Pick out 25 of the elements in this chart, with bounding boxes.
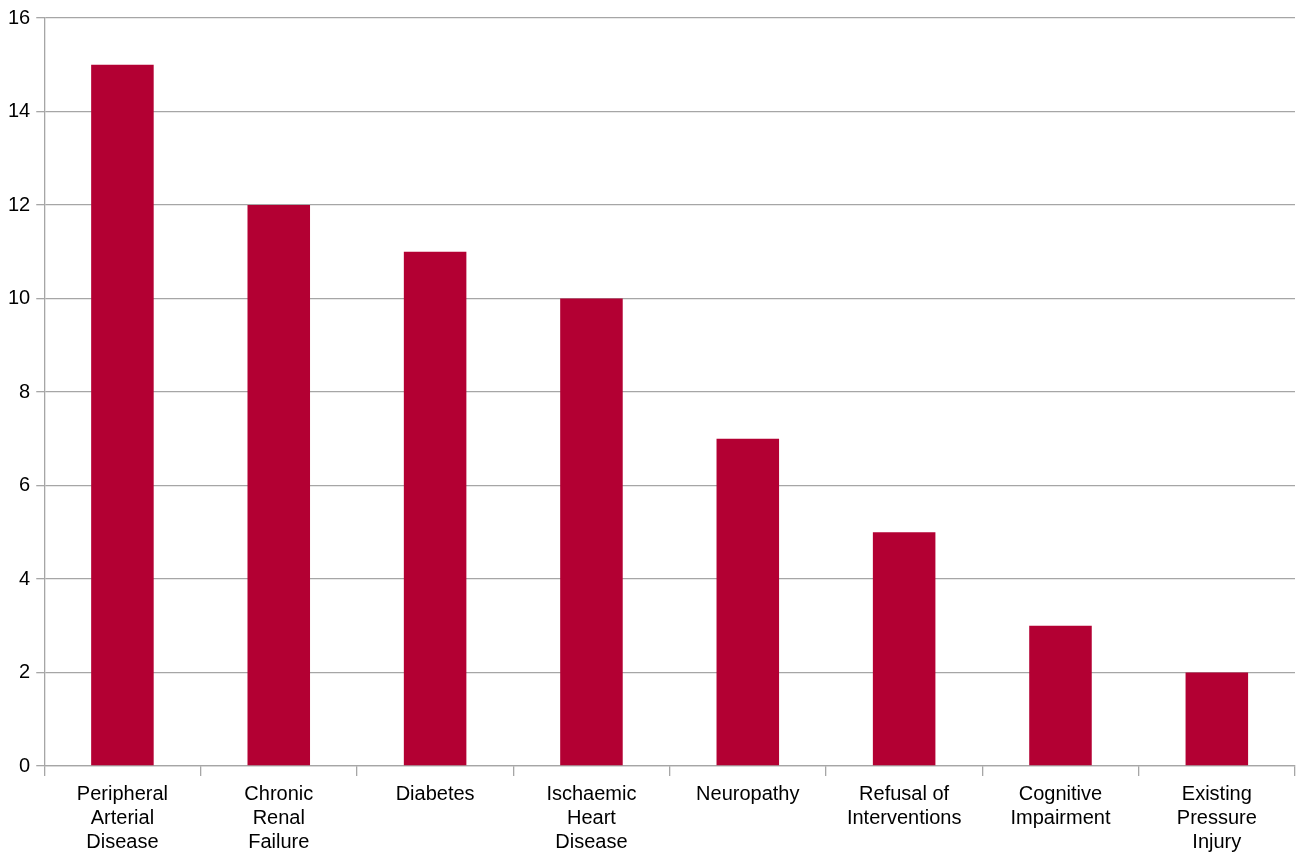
bar — [560, 298, 623, 766]
x-tick-label: Diabetes — [395, 781, 475, 804]
bar — [872, 532, 936, 766]
bar — [247, 205, 311, 766]
bar — [403, 251, 467, 766]
x-tick-label: Peripheral Arterial Disease — [76, 781, 168, 852]
bar — [1185, 672, 1249, 766]
y-tick-label: 10 — [8, 286, 31, 309]
x-tick-label: Ischaemic Heart Disease — [546, 781, 637, 852]
y-tick-label: 0 — [19, 753, 31, 776]
x-tick-label: Refusal of Interventions — [846, 781, 962, 828]
bar — [716, 438, 780, 766]
x-tick-label: Chronic Renal Failure — [244, 781, 314, 852]
y-tick-label: 12 — [8, 192, 31, 215]
y-tick-label: 4 — [19, 566, 31, 589]
x-tick-label: Cognitive Impairment — [1010, 781, 1111, 828]
x-tick-label: Existing Pressure Injury — [1176, 781, 1257, 852]
bar — [1029, 625, 1092, 766]
bar — [91, 64, 154, 766]
x-tick-label: Neuropathy — [696, 781, 800, 804]
y-tick-label: 2 — [19, 660, 31, 683]
y-tick-label: 8 — [19, 379, 31, 402]
y-tick-label: 14 — [8, 99, 31, 122]
y-tick-label: 16 — [8, 5, 31, 28]
y-tick-label: 6 — [19, 473, 31, 496]
